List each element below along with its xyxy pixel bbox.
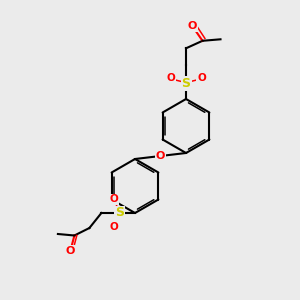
Text: O: O [65,246,75,256]
Text: S: S [182,77,190,90]
Text: O: O [156,151,165,161]
Text: O: O [166,73,175,83]
Text: O: O [110,194,118,205]
Text: O: O [110,221,118,232]
Text: S: S [115,206,124,220]
Text: O: O [187,21,197,31]
Text: O: O [197,73,206,83]
